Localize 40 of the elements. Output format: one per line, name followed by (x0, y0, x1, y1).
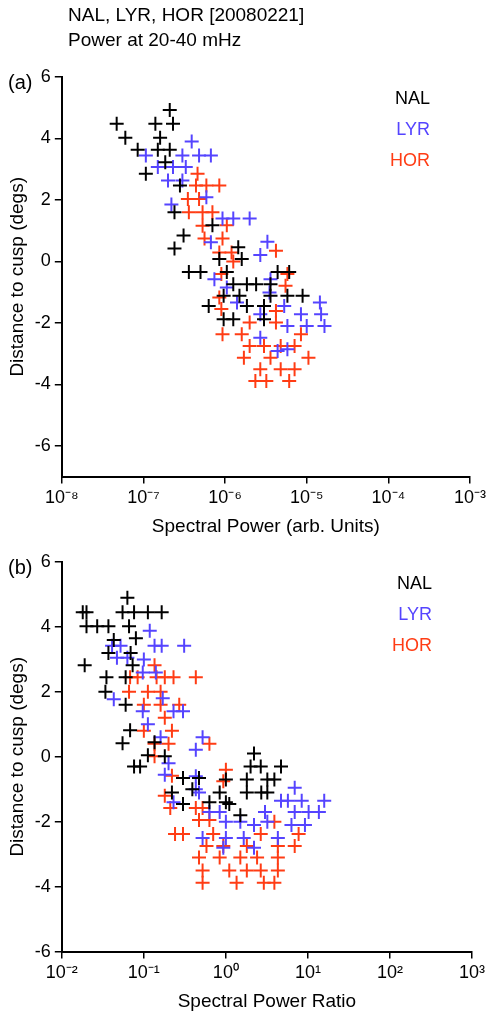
y-tick-label: -2 (34, 311, 51, 332)
text: HOR (392, 634, 432, 655)
x-tick-label: 10³ (458, 962, 486, 983)
x-axis-title: Spectral Power (arb. Units) (151, 514, 380, 536)
y-tick-label: 6 (40, 65, 51, 86)
y-tick-label: 6 (40, 550, 51, 571)
text: HOR (389, 149, 430, 170)
x-tick-label: 10¹ (294, 962, 321, 983)
x-tick-label: 10⁻⁶ (208, 487, 242, 508)
y-tick-label: 4 (40, 615, 51, 636)
y-tick-label: -6 (34, 434, 51, 455)
y-axis-title: Distance to cusp (degs) (5, 657, 27, 857)
y-tick-label: -6 (34, 940, 51, 961)
text: NAL (394, 87, 430, 108)
x-tick-label: 10² (376, 962, 403, 983)
y-tick-label: 2 (40, 680, 51, 701)
y-tick-label: -4 (34, 875, 51, 896)
y-axis-title: Distance to cusp (degs) (5, 177, 27, 377)
x-tick-label: 10⁻⁸ (44, 487, 79, 508)
text: LYR (396, 118, 430, 139)
y-tick-label: 0 (40, 250, 51, 271)
x-tick-label: 10⁻² (45, 962, 78, 983)
x-tick-label: 10⁻¹ (127, 962, 160, 983)
text: NAL (396, 572, 432, 593)
x-tick-label: 10⁻⁷ (127, 487, 160, 508)
x-tick-label: 10⁻⁵ (289, 487, 324, 508)
chart-subtitle: Power at 20-40 mHz (68, 29, 242, 51)
y-tick-label: 4 (40, 127, 51, 148)
x-tick-label: 10⁻⁴ (371, 487, 406, 508)
x-tick-label: 10⁻³ (453, 487, 487, 508)
y-tick-label: -4 (34, 373, 51, 394)
x-axis-title: Spectral Power Ratio (177, 989, 357, 1011)
y-tick-label: 2 (40, 188, 51, 209)
y-tick-label: -2 (34, 810, 51, 831)
x-tick-label: 10⁰ (212, 962, 239, 983)
y-tick-label: 0 (40, 745, 51, 766)
text: (a) (8, 70, 33, 93)
text: (b) (8, 555, 33, 578)
chart-title: NAL, LYR, HOR [20080221] (68, 4, 305, 26)
text: LYR (398, 603, 432, 624)
